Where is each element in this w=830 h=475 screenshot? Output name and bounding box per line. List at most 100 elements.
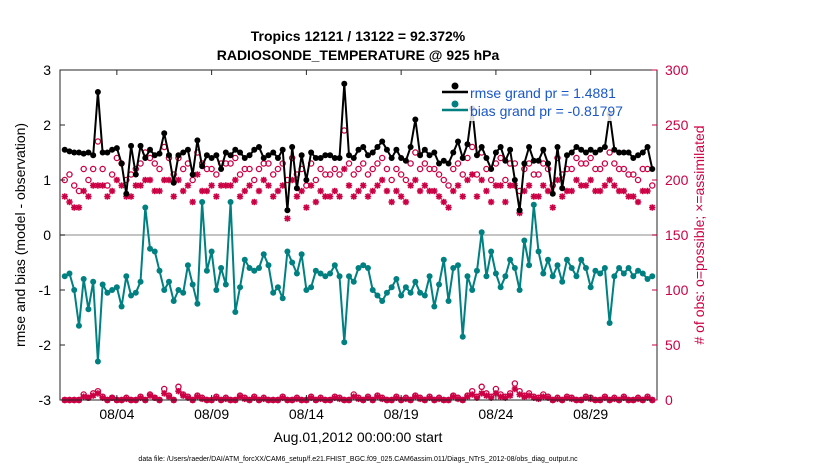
obs-assimilated-marker <box>89 182 97 189</box>
rmse-point <box>540 146 547 153</box>
bias-point <box>161 287 168 293</box>
bias-point <box>459 333 466 340</box>
obs-assimilated-marker <box>587 176 594 184</box>
obs-possible-marker <box>421 160 429 167</box>
bias-point <box>203 267 210 274</box>
rmse-point <box>587 146 594 153</box>
bias-point <box>374 292 381 299</box>
rmse-point <box>128 142 135 149</box>
obs-assimilated-marker <box>189 198 196 206</box>
rmse-point <box>312 155 319 161</box>
obs-assimilated-marker <box>364 193 372 200</box>
rmse-point <box>289 144 296 150</box>
rmse-point <box>109 146 116 153</box>
legend-rmse-marker <box>451 82 459 90</box>
obs-possible-marker <box>606 149 613 156</box>
obs-assimilated-marker <box>232 176 239 184</box>
obs-assimilated-marker <box>525 182 533 189</box>
rmse-point <box>526 144 533 150</box>
rmse-point <box>270 149 277 156</box>
obs-assimilated-marker <box>620 187 628 195</box>
rmse-point <box>322 152 329 159</box>
rmse-point <box>175 152 182 159</box>
obs-assimilated-marker <box>104 193 111 200</box>
left-y-axis-ticks: -3 -2 -1 0 1 2 3 <box>39 62 65 408</box>
rmse-point <box>80 150 87 157</box>
bias-point <box>151 248 158 255</box>
rmse-point <box>464 141 471 148</box>
obs-possible-marker <box>435 171 443 178</box>
obs-assimilated-marker <box>355 187 362 195</box>
bias-point <box>630 273 637 280</box>
rmse-point <box>516 207 523 214</box>
obs-assimilated-marker <box>85 193 92 200</box>
obs-possible-marker <box>312 176 320 184</box>
bias-point <box>71 287 78 293</box>
obs-assimilated-marker <box>279 182 286 189</box>
bias-point <box>208 248 215 255</box>
bias-point <box>360 262 367 269</box>
obs-possible-marker <box>412 149 419 156</box>
bias-point <box>303 287 310 293</box>
rmse-point <box>535 157 542 164</box>
x-tick-label: 08/19 <box>384 406 419 422</box>
rmse-point <box>241 155 248 161</box>
legend: rmse grand pr = 1.4881 bias grand pr = -… <box>438 81 646 121</box>
obs-assimilated-marker <box>208 182 215 189</box>
obs-assimilated-marker <box>179 187 187 195</box>
obs-assimilated-marker <box>270 193 277 200</box>
obs-assimilated-marker <box>350 193 357 200</box>
bias-point <box>170 298 177 304</box>
obs-assimilated-marker <box>241 187 248 195</box>
obs-possible-marker <box>369 165 376 173</box>
bias-point <box>407 289 414 296</box>
obs-possible-marker <box>85 176 92 184</box>
rmse-point <box>379 138 386 145</box>
bias-point <box>222 281 229 288</box>
bias-point <box>578 256 585 263</box>
bias-point <box>199 199 206 205</box>
bias-point <box>251 267 258 274</box>
rmse-point <box>203 152 210 159</box>
obs-possible-marker <box>326 171 334 178</box>
obs-possible-marker <box>269 171 277 178</box>
bias-point <box>75 322 82 329</box>
bias-point <box>587 284 594 291</box>
bias-point <box>464 273 471 280</box>
bias-point <box>279 295 286 302</box>
obs-possible-marker <box>265 160 272 167</box>
right-y-axis-ticks: 0 50 100 150 200 250 300 <box>652 62 689 408</box>
bias-point <box>341 339 348 346</box>
bias-point <box>175 287 182 293</box>
rmse-point <box>317 155 324 161</box>
obs-assimilated-marker <box>506 182 514 189</box>
obs-possible-marker <box>274 165 282 173</box>
bias-point <box>284 248 291 255</box>
rmse-point <box>611 146 618 153</box>
obs-assimilated-marker <box>573 176 580 184</box>
rmse-point <box>156 150 163 157</box>
rmse-point <box>440 157 447 164</box>
obs-possible-marker <box>213 171 220 178</box>
right-y-tick-label: 300 <box>665 62 689 78</box>
obs-possible-marker <box>345 160 353 167</box>
obs-possible-marker <box>317 165 324 173</box>
obs-possible-marker <box>601 160 609 167</box>
rmse-point <box>644 144 651 150</box>
bias-point <box>237 284 244 291</box>
bias-point <box>478 229 485 236</box>
rmse-point <box>308 149 315 156</box>
bias-point <box>445 298 452 304</box>
bias-point <box>312 267 319 274</box>
obs-possible-marker <box>454 160 462 167</box>
rmse-point <box>601 144 608 150</box>
obs-assimilated-marker <box>331 187 339 195</box>
obs-possible-marker <box>582 160 590 167</box>
bias-point <box>128 292 135 299</box>
obs-possible-marker <box>649 182 656 189</box>
rmse-point <box>412 116 419 123</box>
obs-assimilated-marker <box>303 204 310 211</box>
bias-point <box>331 262 338 269</box>
rmse-point <box>360 144 367 150</box>
rmse-point <box>369 149 376 156</box>
